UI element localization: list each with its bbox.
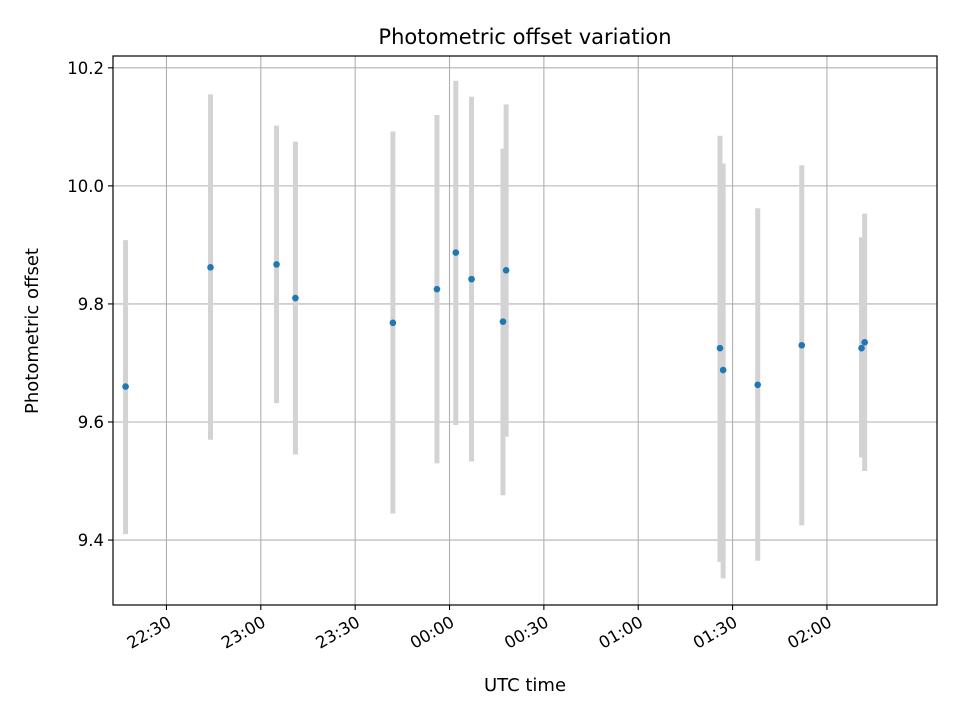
data-point bbox=[716, 344, 724, 352]
y-axis-ticks: 9.4 9.6 9.8 10.0 10.2 bbox=[67, 59, 113, 550]
y-tick-label: 9.4 bbox=[78, 531, 104, 550]
y-axis-label: Photometric offset bbox=[22, 248, 43, 414]
data-point bbox=[292, 294, 299, 302]
y-tick-label: 9.6 bbox=[78, 413, 104, 432]
chart-title: Photometric offset variation bbox=[378, 25, 671, 49]
data-point bbox=[433, 285, 441, 293]
data-point bbox=[468, 275, 475, 283]
grid bbox=[113, 56, 937, 605]
data-point bbox=[754, 381, 762, 389]
data-point bbox=[502, 266, 510, 274]
data-point bbox=[719, 366, 727, 374]
data-point bbox=[207, 264, 214, 271]
data-point bbox=[798, 341, 806, 349]
data-point bbox=[861, 339, 868, 346]
data-point bbox=[452, 249, 460, 256]
plot-frame bbox=[112, 55, 938, 606]
data-point bbox=[122, 383, 129, 390]
y-tick-label: 10.0 bbox=[67, 177, 104, 196]
data-point bbox=[389, 319, 397, 327]
x-axis-label: UTC time bbox=[484, 675, 566, 696]
data-point bbox=[273, 261, 280, 268]
data-point bbox=[858, 344, 865, 352]
data-point bbox=[499, 318, 507, 325]
y-tick-label: 9.8 bbox=[78, 295, 104, 314]
data-points bbox=[122, 249, 868, 390]
y-tick-label: 10.2 bbox=[67, 59, 104, 78]
